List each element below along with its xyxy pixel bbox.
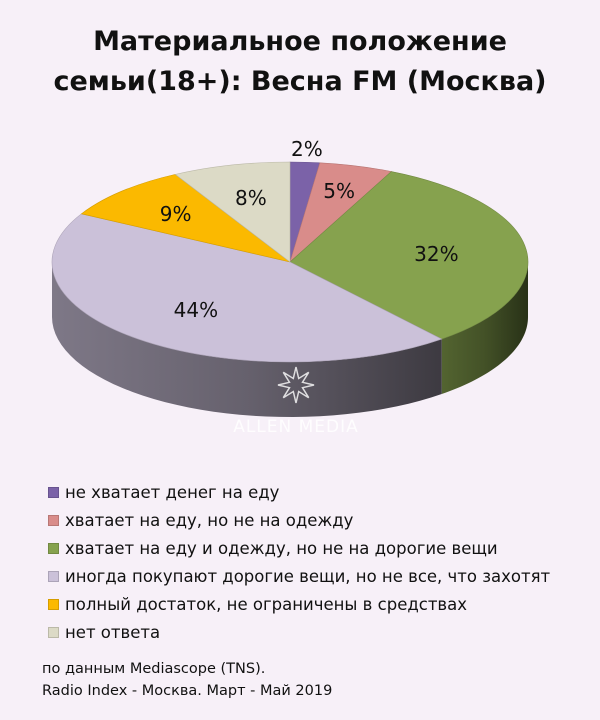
legend-label-2: хватает на еду и одежду, но не на дороги…	[65, 538, 498, 558]
legend-label-0: не хватает денег на еду	[65, 482, 280, 502]
source-line-2: Radio Index - Москва. Март - Май 2019	[42, 683, 333, 699]
legend-label-4: полный достаток, не ограничены в средств…	[65, 594, 468, 614]
pie-slice-5	[174, 161, 291, 263]
legend-swatch-3	[48, 570, 59, 582]
legend-swatch-5	[48, 626, 59, 638]
data-label-5: 8%	[235, 186, 267, 210]
chart-title-line-2: семьи(18+): Весна FM (Москва)	[53, 66, 547, 97]
legend-label-5: нет ответа	[65, 622, 161, 642]
pie-top	[51, 161, 529, 363]
pie-slice-2	[289, 171, 529, 340]
chart-legend: не хватает денег на еду хватает на еду, н…	[48, 478, 550, 646]
legend-item-1: хватает на еду, но не на одежду	[48, 506, 550, 534]
data-label-0: 2%	[291, 137, 323, 161]
legend-item-4: полный достаток, не ограничены в средств…	[48, 590, 550, 618]
source-note: по данным Mediascope (TNS). Radio Index …	[42, 658, 332, 702]
legend-item-2: хватает на еду и одежду, но не на дороги…	[48, 534, 550, 562]
legend-swatch-2	[48, 542, 59, 554]
data-label-4: 9%	[160, 202, 192, 226]
pie-data-labels: 2%5% 32% 44% 9% 8%	[160, 137, 459, 322]
legend-swatch-1	[48, 514, 59, 526]
watermark-text: ALLEN MEDIA	[233, 417, 359, 437]
legend-label-3: иногда покупают дорогие вещи, но не все,…	[65, 566, 551, 586]
pie-side-2	[441, 262, 528, 395]
pie-side-3	[52, 262, 442, 417]
chart-title-line-1: Материальное положение	[93, 26, 507, 57]
pie-side-walls	[52, 262, 528, 417]
data-label-3: 44%	[174, 298, 218, 322]
pie-slice-3	[51, 213, 443, 363]
legend-label-1: хватает на еду, но не на одежду	[65, 510, 354, 530]
source-line-1: по данным Mediascope (TNS).	[42, 661, 266, 677]
legend-swatch-0	[48, 486, 59, 498]
legend-item-0: не хватает денег на еду	[48, 478, 550, 506]
pie-slice-4	[80, 174, 291, 263]
pie-chart: ALLEN MEDIA 2%5% 32% 44% 9% 8%	[51, 137, 529, 437]
legend-swatch-4	[48, 598, 59, 610]
chart-title: Материальное положение семьи(18+): Весна…	[0, 22, 600, 102]
data-label-1: 5%	[323, 179, 355, 203]
watermark-star-icon	[277, 366, 315, 404]
data-label-2: 32%	[414, 242, 458, 266]
watermark-logo	[277, 366, 315, 404]
legend-item-5: нет ответа	[48, 618, 550, 646]
legend-item-3: иногда покупают дорогие вещи, но не все,…	[48, 562, 550, 590]
